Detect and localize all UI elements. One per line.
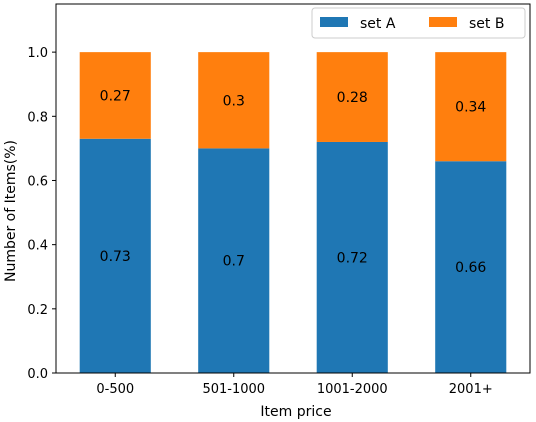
x-axis-title: Item price: [260, 404, 331, 420]
x-tick-label: 2001+: [449, 382, 493, 397]
bar-set-b-1001-2000: [316, 52, 388, 142]
x-tick-label: 1001-2000: [317, 382, 388, 397]
x-tick-label: 0-500: [96, 382, 134, 397]
axes-layer: 0.0 0.2 0.4 0.6 0.8 1.0 0-500 501-1000 1001-2000…: [27, 3, 531, 397]
data-label: 0.66: [455, 260, 486, 276]
bars-layer: 0.73 0.27 0.7 0.3 0.72 0.28 0.66 0.34: [79, 52, 507, 373]
data-label: 0.28: [337, 90, 368, 106]
bar-set-b-501-1000: [198, 52, 270, 149]
data-label: 0.3: [223, 93, 245, 109]
plot-frame: [55, 3, 531, 374]
bar-set-b-2001+: [435, 52, 507, 162]
legend: set A set B: [311, 7, 526, 39]
y-tick-label: 0.2: [27, 303, 48, 318]
data-label: 0.7: [223, 254, 245, 270]
data-label: 0.34: [455, 100, 486, 116]
legend-swatch-set-a: [320, 17, 348, 27]
data-label: 0.27: [100, 88, 131, 104]
y-tick-label: 0.0: [27, 367, 48, 382]
bar-set-a-0-500: [79, 138, 151, 373]
data-label: 0.72: [337, 250, 368, 266]
data-label: 0.73: [100, 249, 131, 265]
bar-set-a-2001+: [435, 161, 507, 373]
bar-set-a-1001-2000: [316, 141, 388, 373]
y-tick-label: 0.4: [27, 239, 48, 254]
legend-label: set B: [469, 16, 504, 32]
x-tick-label: 501-1000: [202, 382, 265, 397]
y-tick-label: 0.6: [27, 174, 48, 189]
y-axis-title: Number of Items(%): [3, 140, 19, 282]
legend-box: [311, 7, 526, 39]
y-tick-label: 1.0: [27, 46, 48, 61]
legend-swatch-set-b: [429, 17, 457, 27]
bar-set-b-0-500: [79, 52, 151, 139]
bar-set-a-501-1000: [198, 148, 270, 373]
legend-label: set A: [360, 16, 396, 32]
y-tick-label: 0.8: [27, 110, 48, 125]
